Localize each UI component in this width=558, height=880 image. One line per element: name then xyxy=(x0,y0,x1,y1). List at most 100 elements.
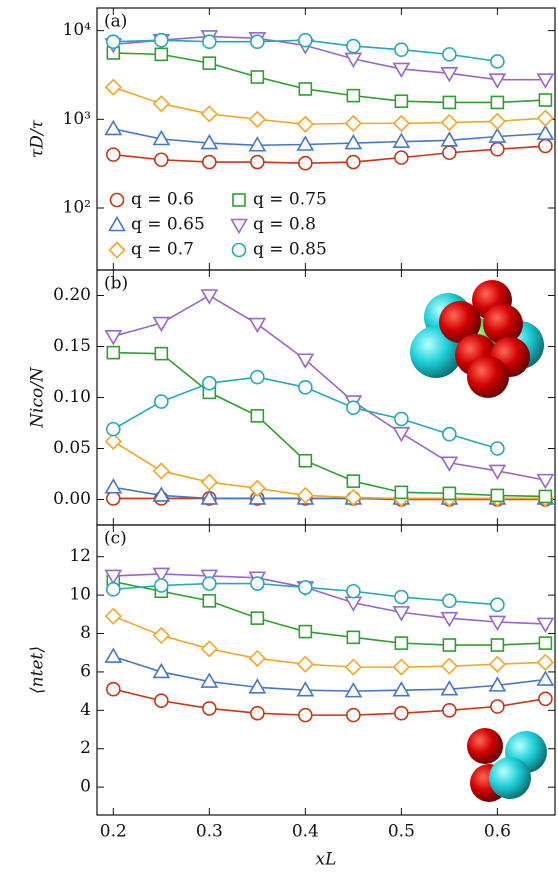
legend-marker xyxy=(108,215,126,232)
marker xyxy=(440,456,459,472)
marker xyxy=(440,67,459,83)
marker xyxy=(346,400,361,416)
y-tick-label: 0.20 xyxy=(53,285,91,305)
y-tick-label: 0.10 xyxy=(53,387,91,407)
marker xyxy=(392,658,411,676)
marker xyxy=(296,115,314,133)
marker xyxy=(440,657,459,675)
series-line xyxy=(113,688,546,716)
marker xyxy=(154,693,169,709)
marker xyxy=(248,649,266,668)
marker xyxy=(248,110,266,128)
y-tick-label: 0.00 xyxy=(53,489,91,509)
marker xyxy=(202,375,217,391)
marker xyxy=(346,38,361,54)
marker xyxy=(394,411,409,427)
x-tick-label: 0.3 xyxy=(196,822,223,842)
marker xyxy=(394,150,409,165)
marker xyxy=(538,636,553,650)
marker xyxy=(104,569,123,585)
marker xyxy=(152,316,171,333)
marker xyxy=(106,147,121,162)
marker xyxy=(202,154,217,170)
legend-marker xyxy=(231,242,247,258)
marker xyxy=(488,127,507,143)
x-tick-label: 0.6 xyxy=(484,822,511,842)
marker xyxy=(152,462,170,480)
tetrahedron-inset xyxy=(467,728,547,802)
marker xyxy=(344,52,363,69)
marker xyxy=(440,680,459,696)
marker xyxy=(344,682,363,698)
plot-area xyxy=(104,289,555,508)
y-tick-label: 0.05 xyxy=(53,438,91,458)
marker xyxy=(536,124,555,140)
marker xyxy=(298,379,313,395)
marker xyxy=(104,78,122,96)
series-line xyxy=(113,52,546,104)
marker xyxy=(442,638,457,652)
marker xyxy=(346,583,361,599)
marker xyxy=(296,681,315,697)
legend-label: q = 0.85 xyxy=(253,240,327,260)
marker xyxy=(298,453,313,468)
marker xyxy=(344,114,362,133)
series-line xyxy=(113,655,546,692)
marker xyxy=(490,141,505,157)
marker xyxy=(394,485,409,500)
marker xyxy=(104,647,123,663)
marker xyxy=(106,421,121,437)
series-line xyxy=(113,615,546,668)
y-tick-label: 12 xyxy=(69,546,91,566)
y-tick-label: 0 xyxy=(80,777,91,797)
marker xyxy=(202,576,217,591)
marker xyxy=(152,662,171,679)
legend-label: q = 0.75 xyxy=(253,190,327,210)
marker xyxy=(152,486,171,502)
marker xyxy=(104,329,123,346)
marker xyxy=(152,129,171,146)
marker xyxy=(392,114,411,133)
y-tick-label: 10 xyxy=(69,585,91,605)
marker xyxy=(346,154,361,170)
marker xyxy=(106,681,121,697)
marker xyxy=(488,676,507,692)
marker xyxy=(296,135,315,151)
marker xyxy=(104,478,123,494)
y-tick-label: 10³ xyxy=(63,109,91,129)
y-tick-label: 8 xyxy=(80,623,91,643)
marker xyxy=(346,707,361,723)
panel-frame xyxy=(96,524,556,816)
marker xyxy=(442,145,457,161)
marker xyxy=(104,119,123,136)
marker xyxy=(538,691,553,707)
marker xyxy=(490,54,505,69)
x-axis-label: xL xyxy=(316,850,337,870)
plot-area xyxy=(104,567,555,723)
marker xyxy=(538,138,553,154)
marker xyxy=(298,580,313,595)
marker xyxy=(154,394,169,409)
marker xyxy=(490,441,505,456)
marker xyxy=(536,473,555,490)
y-tick-label: 2 xyxy=(80,738,91,758)
marker xyxy=(200,289,219,305)
marker xyxy=(298,624,313,639)
marker xyxy=(394,589,409,605)
marker xyxy=(488,464,507,481)
legend-label: q = 0.65 xyxy=(131,215,205,235)
marker xyxy=(442,95,457,110)
marker xyxy=(536,670,555,686)
marker xyxy=(154,47,169,62)
marker xyxy=(250,154,265,170)
series-line xyxy=(113,145,546,165)
y-axis-label: τD/τ xyxy=(28,119,48,158)
marker xyxy=(344,658,362,676)
series-line xyxy=(112,440,546,500)
marker xyxy=(152,626,170,645)
marker xyxy=(536,653,555,671)
marker xyxy=(442,703,457,718)
marker xyxy=(488,615,507,632)
marker xyxy=(296,655,314,673)
